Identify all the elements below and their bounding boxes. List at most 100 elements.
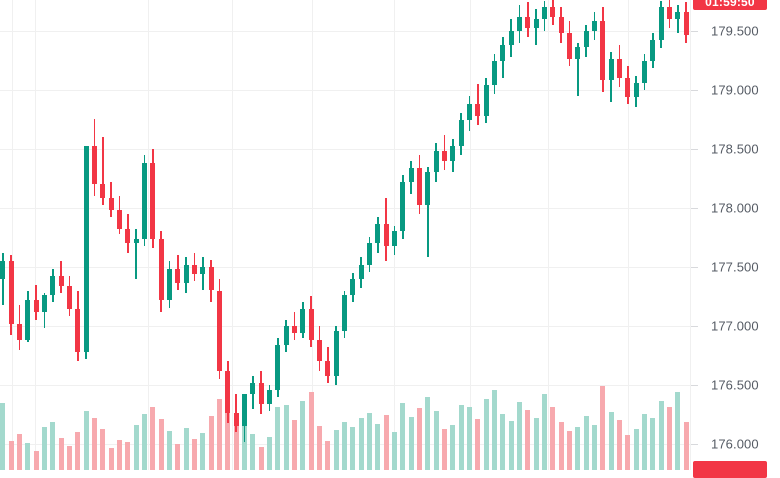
gridline-v: [628, 0, 629, 470]
volume-bar: [117, 439, 123, 470]
candle-body: [8, 260, 14, 324]
volume-bar: [400, 403, 406, 470]
candle-body: [125, 229, 131, 244]
price-tick-mark: [691, 30, 698, 32]
candle-body: [400, 181, 406, 232]
volume-bar: [292, 420, 298, 470]
candle-body: [650, 40, 656, 62]
price-tick-label: 176.000: [711, 436, 759, 452]
candle-wick: [577, 42, 579, 96]
volume-bar: [358, 418, 364, 470]
candle-body: [367, 243, 373, 265]
gridline-h: [0, 89, 690, 91]
candle-body: [192, 264, 198, 274]
volume-bar: [667, 407, 673, 470]
candle-body: [525, 16, 531, 29]
volume-bar: [50, 422, 56, 470]
volume-bar: [317, 425, 323, 470]
volume-bar: [183, 427, 189, 470]
volume-bar: [542, 394, 548, 470]
volume-bar: [125, 441, 131, 470]
volume-bar: [75, 432, 81, 470]
candle-body: [317, 340, 323, 362]
volume-bar: [583, 416, 589, 470]
candle-body: [483, 85, 489, 116]
candle-wick: [427, 166, 429, 258]
candle-body: [492, 61, 498, 86]
gridline-v: [148, 0, 149, 470]
candle-body: [417, 167, 423, 206]
volume-bar: [333, 430, 339, 470]
price-tick-label: 177.000: [711, 318, 759, 334]
volume-bar: [483, 398, 489, 470]
volume-bar: [158, 419, 164, 470]
candle-body: [658, 7, 664, 41]
volume-bar: [108, 448, 114, 470]
volume-bar: [575, 426, 581, 470]
volume-bar: [100, 428, 106, 470]
candle-body: [567, 33, 573, 60]
candle-body: [575, 47, 581, 60]
candle-body: [108, 198, 114, 211]
candle-body: [217, 290, 223, 371]
volume-bar: [67, 446, 73, 470]
volume-bar: [517, 401, 523, 470]
candle-body: [250, 382, 256, 395]
volume-bar: [408, 417, 414, 470]
price-tick-label: 178.000: [711, 200, 759, 216]
candle-body: [25, 299, 31, 341]
price-chart-pane[interactable]: [0, 0, 690, 470]
candle-wick: [102, 136, 104, 206]
volume-bar: [500, 413, 506, 470]
volume-bar: [683, 422, 689, 470]
candle-body: [158, 238, 164, 300]
candle-body: [308, 309, 314, 341]
candle-body: [350, 278, 356, 296]
candle-body: [542, 7, 548, 19]
candle-body: [475, 103, 481, 116]
volume-bar: [25, 443, 31, 470]
candle-wick: [677, 4, 679, 34]
candle-body: [500, 44, 506, 62]
volume-bar: [250, 434, 256, 470]
candle-body: [67, 285, 73, 310]
candle-body: [442, 151, 448, 161]
price-tick-mark: [691, 89, 698, 91]
candle-body: [58, 276, 64, 286]
candle-wick: [135, 229, 138, 279]
candle-body: [433, 151, 439, 173]
gridline-v: [312, 0, 313, 470]
candle-body: [50, 276, 56, 296]
volume-bar: [508, 421, 514, 470]
price-tick-label: 178.500: [711, 141, 759, 157]
candle-body: [408, 167, 414, 182]
volume-bar: [600, 385, 606, 470]
candle-body: [342, 295, 348, 331]
candle-body: [450, 146, 456, 161]
price-tick-mark: [691, 325, 698, 327]
candle-body: [633, 82, 639, 97]
candle-body: [100, 184, 106, 199]
candle-body: [425, 172, 431, 206]
price-scale[interactable]: 176.000 176.500 177.000 177.500 178.000 178.5…: [690, 0, 780, 478]
volume-bar: [58, 437, 64, 470]
candle-body: [517, 16, 523, 31]
candle-body: [175, 269, 181, 284]
price-tick-mark: [691, 148, 698, 150]
volume-bar: [275, 407, 281, 470]
gridline-v: [12, 0, 13, 470]
candle-body: [625, 77, 631, 97]
candle-body: [300, 309, 306, 333]
current-price-badge-top: 01:59:50: [693, 0, 767, 10]
gridline-v: [232, 0, 233, 470]
candle-body: [467, 103, 473, 121]
candle-body: [608, 59, 614, 81]
gridline-h: [0, 266, 690, 268]
candle-body: [675, 11, 681, 19]
candle-body: [683, 11, 689, 36]
volume-bar: [650, 418, 656, 470]
candle-body: [375, 224, 381, 244]
volume-bar: [342, 422, 348, 470]
volume-bar: [267, 436, 273, 470]
